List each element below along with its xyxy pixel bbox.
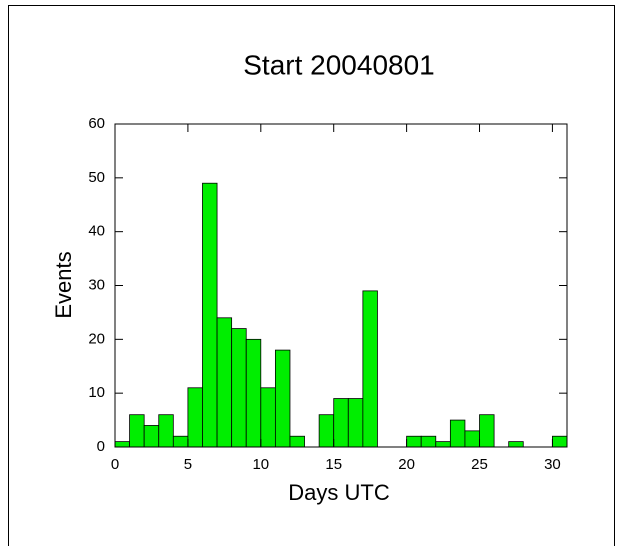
- bar: [479, 414, 495, 448]
- x-tick-label: 0: [111, 456, 119, 473]
- bar: [245, 338, 262, 448]
- y-tick-label: 40: [88, 223, 105, 240]
- bar: [552, 435, 568, 448]
- bar: [158, 414, 174, 448]
- y-tick-label: 20: [88, 330, 105, 347]
- bar: [449, 419, 466, 448]
- bar: [129, 414, 145, 448]
- x-tick-label: 30: [544, 456, 561, 473]
- x-tick-label: 20: [398, 456, 415, 473]
- bar: [333, 398, 349, 448]
- bar: [362, 290, 378, 448]
- bar: [202, 182, 218, 448]
- y-tick-label: 30: [88, 276, 105, 293]
- bar: [435, 441, 451, 448]
- page-frame: [8, 5, 615, 546]
- bar: [187, 387, 203, 448]
- bar: [508, 441, 524, 448]
- bar: [172, 435, 189, 448]
- bar: [231, 328, 247, 448]
- bar: [347, 398, 364, 448]
- bar: [464, 430, 480, 448]
- bar: [420, 435, 437, 448]
- y-tick-label: 50: [88, 169, 105, 186]
- y-axis-label: Events: [51, 251, 76, 318]
- bar: [260, 387, 276, 448]
- y-tick-label: 10: [88, 384, 105, 401]
- x-tick-label: 10: [252, 456, 269, 473]
- bar: [406, 435, 422, 448]
- bar: [216, 317, 233, 448]
- y-tick-label: 0: [97, 438, 105, 455]
- bar: [143, 425, 160, 448]
- bar: [114, 441, 130, 448]
- bar: [318, 414, 335, 448]
- bar: [289, 435, 305, 448]
- x-axis-label: Days UTC: [288, 480, 390, 505]
- x-tick-label: 25: [471, 456, 488, 473]
- x-tick-label: 5: [184, 456, 192, 473]
- x-tick-label: 15: [325, 456, 342, 473]
- y-tick-label: 60: [88, 115, 105, 132]
- chart-title: Start 20040801: [243, 49, 435, 80]
- bar: [274, 349, 291, 448]
